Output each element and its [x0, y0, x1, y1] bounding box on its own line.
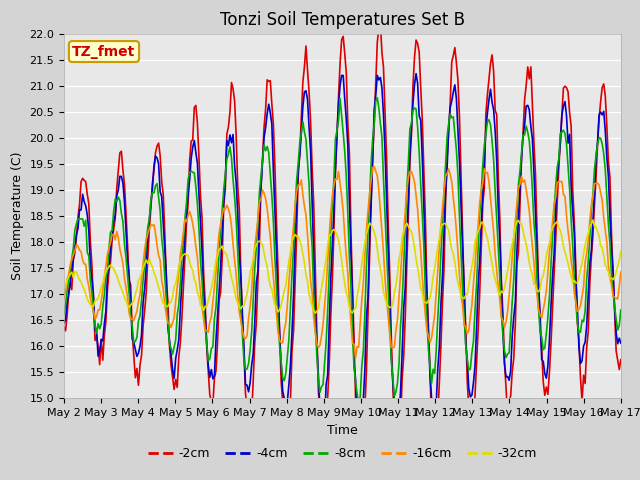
-2cm — [617, 357, 625, 362]
-2cm — [589, 233, 596, 239]
-2cm — [60, 324, 68, 330]
-32cm — [589, 217, 596, 223]
-32cm — [226, 267, 234, 273]
-4cm — [356, 430, 364, 435]
Line: -16cm: -16cm — [64, 167, 621, 358]
-32cm — [254, 239, 262, 244]
Title: Tonzi Soil Temperatures Set B: Tonzi Soil Temperatures Set B — [220, 11, 465, 29]
-16cm — [617, 269, 625, 275]
-32cm — [60, 287, 68, 293]
Line: -32cm: -32cm — [64, 220, 621, 313]
-16cm — [129, 316, 136, 322]
-32cm — [129, 300, 136, 306]
-16cm — [589, 194, 596, 200]
-32cm — [303, 278, 311, 284]
-16cm — [254, 216, 262, 222]
-8cm — [374, 95, 381, 101]
Line: -2cm: -2cm — [64, 24, 621, 470]
-4cm — [589, 219, 596, 225]
Line: -4cm: -4cm — [64, 73, 621, 432]
Line: -8cm: -8cm — [64, 98, 621, 404]
-16cm — [303, 232, 311, 238]
-4cm — [254, 268, 262, 274]
-16cm — [352, 355, 360, 361]
Y-axis label: Soil Temperature (C): Soil Temperature (C) — [11, 152, 24, 280]
-8cm — [617, 307, 625, 313]
-4cm — [60, 320, 68, 326]
-8cm — [129, 324, 136, 329]
-8cm — [244, 361, 252, 367]
-32cm — [244, 281, 252, 287]
-2cm — [303, 67, 311, 73]
-32cm — [588, 221, 595, 227]
-8cm — [226, 144, 234, 150]
-16cm — [226, 212, 234, 217]
-8cm — [303, 158, 311, 164]
-2cm — [376, 21, 384, 26]
-16cm — [244, 315, 252, 321]
-32cm — [617, 249, 625, 254]
-32cm — [312, 310, 319, 316]
-2cm — [244, 412, 252, 418]
-8cm — [589, 192, 596, 197]
-4cm — [244, 389, 252, 395]
-4cm — [303, 96, 311, 102]
-8cm — [355, 401, 362, 407]
X-axis label: Time: Time — [327, 424, 358, 437]
-2cm — [254, 278, 262, 284]
-4cm — [412, 71, 420, 76]
Legend: -2cm, -4cm, -8cm, -16cm, -32cm: -2cm, -4cm, -8cm, -16cm, -32cm — [143, 442, 542, 465]
-4cm — [617, 340, 625, 346]
-8cm — [60, 311, 68, 317]
-16cm — [60, 296, 68, 302]
-8cm — [254, 219, 262, 225]
-2cm — [226, 109, 234, 115]
-16cm — [371, 164, 378, 169]
Text: TZ_fmet: TZ_fmet — [72, 45, 136, 59]
-2cm — [129, 330, 136, 336]
-4cm — [226, 132, 234, 138]
-2cm — [355, 468, 362, 473]
-4cm — [129, 336, 136, 342]
